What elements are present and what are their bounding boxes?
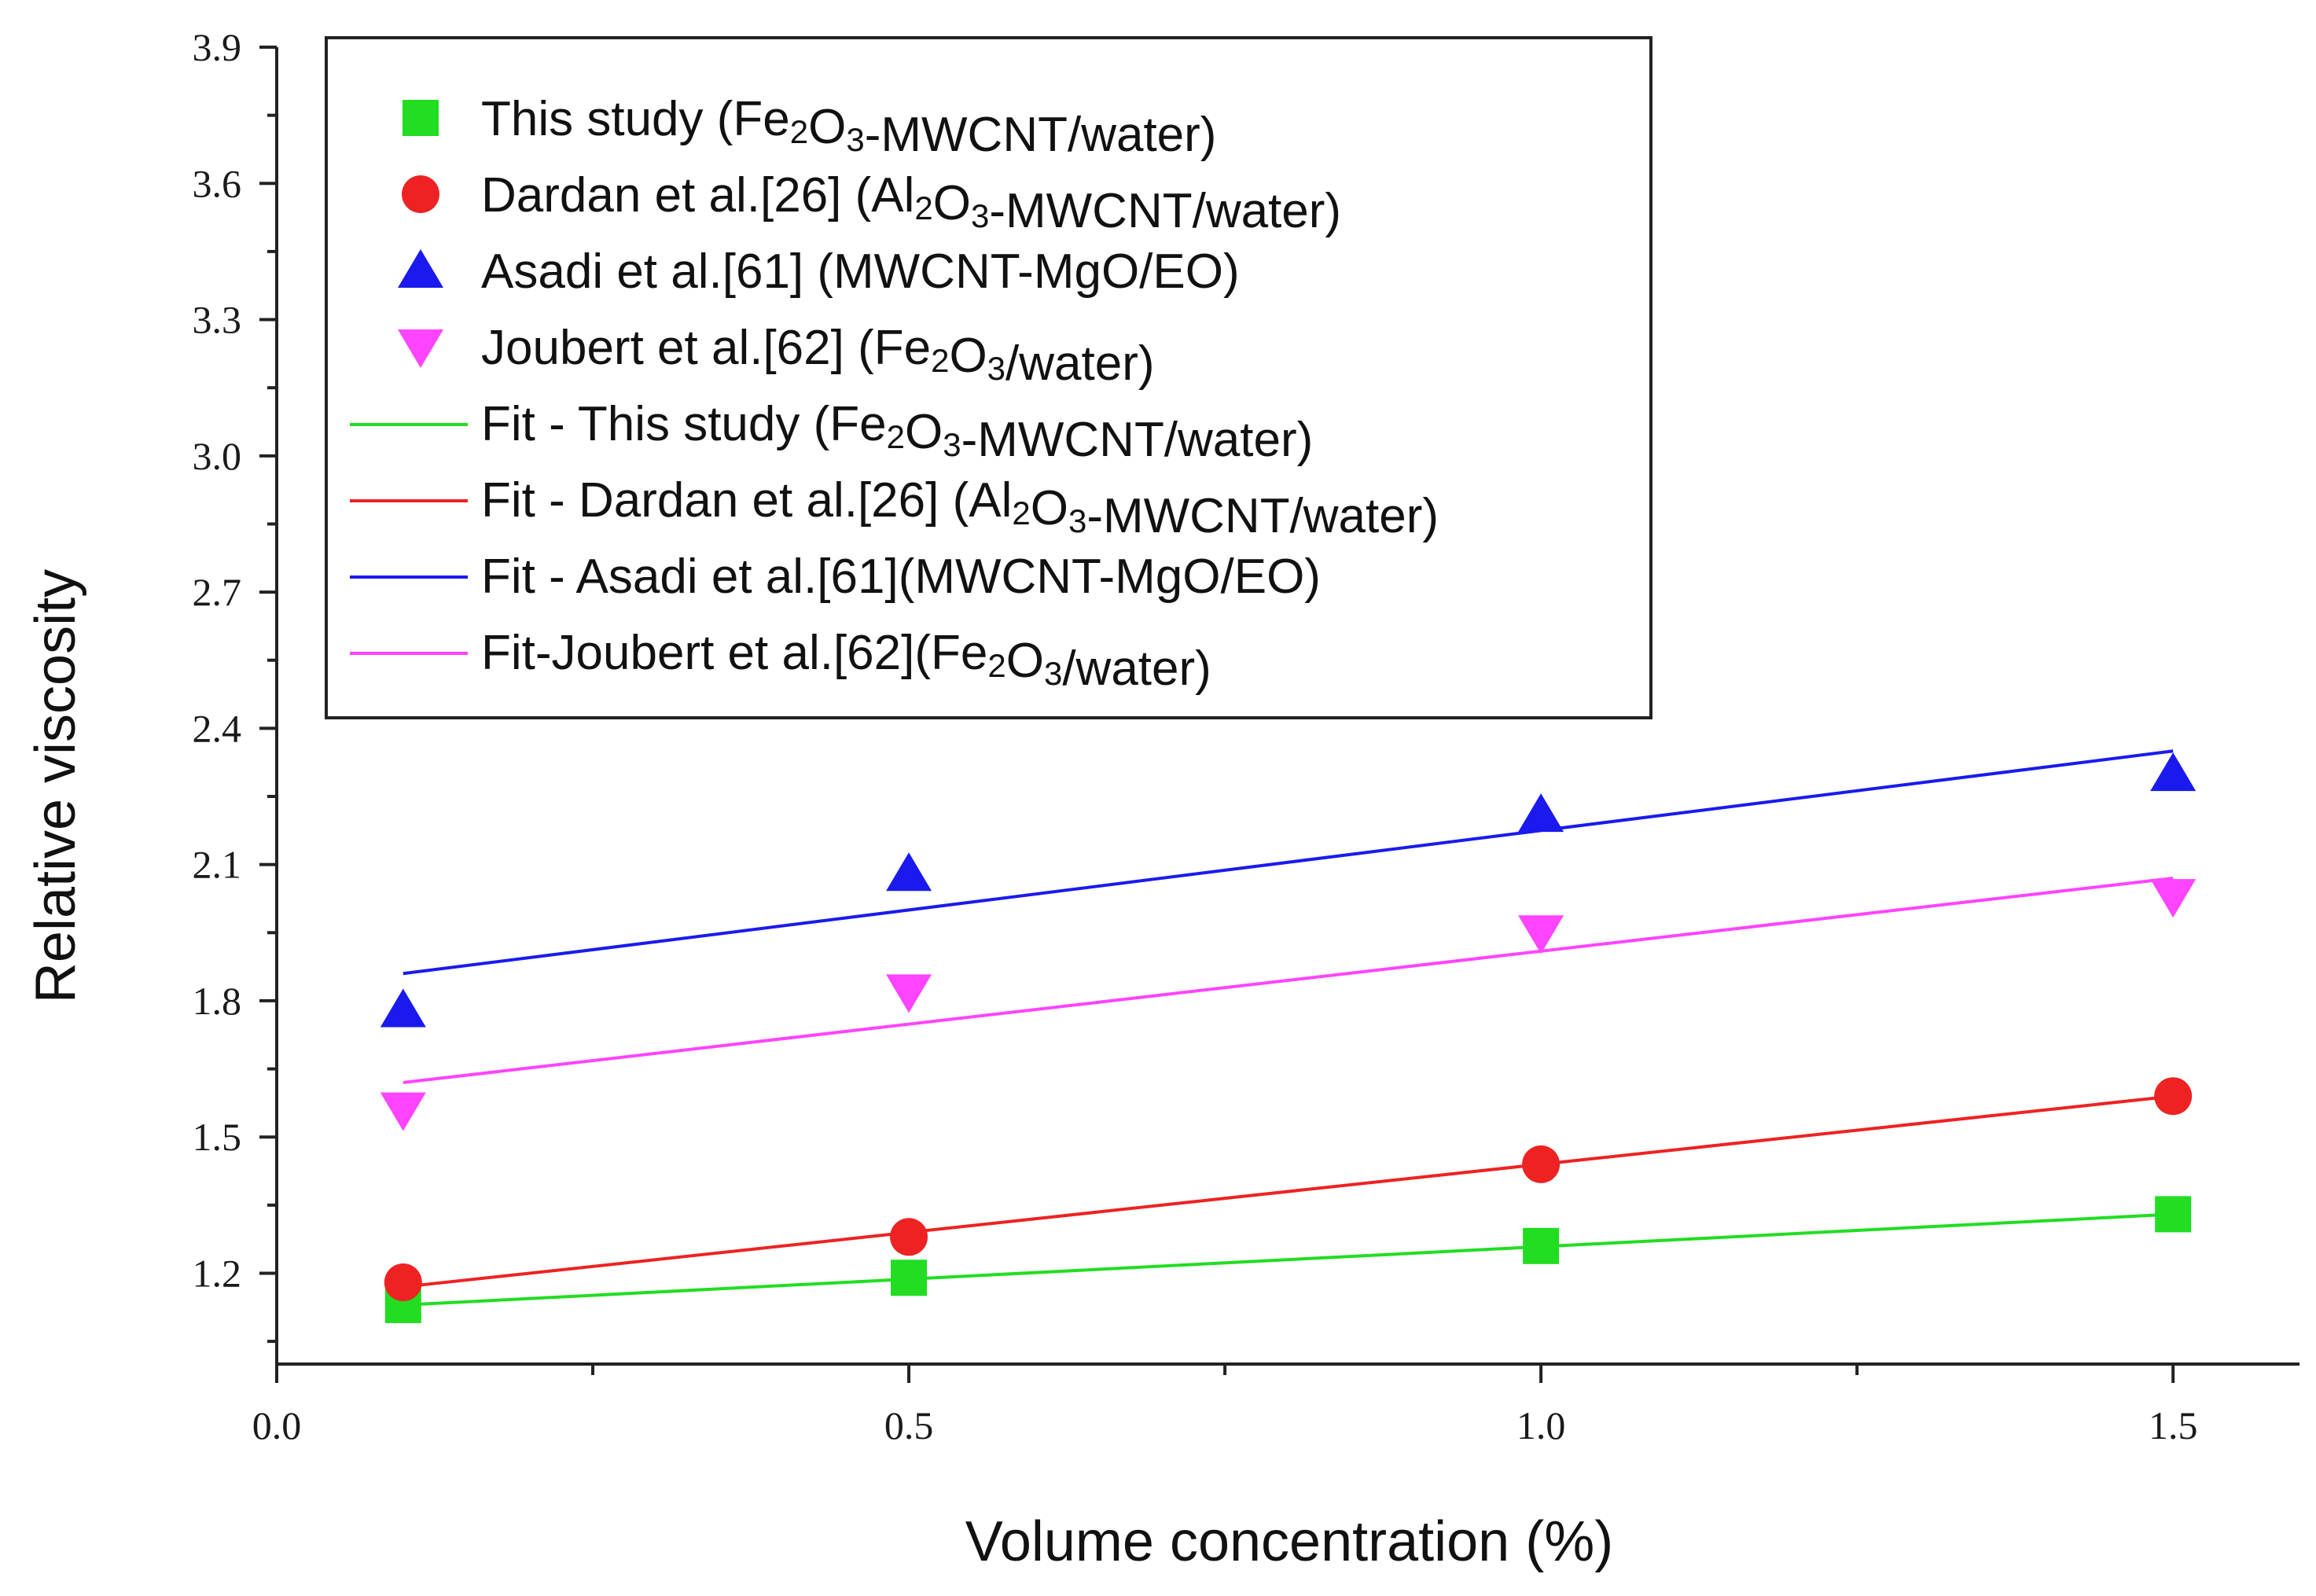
legend-marker-2 bbox=[402, 175, 439, 213]
data-point-series-4 bbox=[2150, 879, 2197, 918]
y-tick-label: 1.2 bbox=[193, 1251, 242, 1295]
data-point-series-3 bbox=[2150, 752, 2197, 792]
x-tick-label: 0.5 bbox=[884, 1403, 934, 1447]
fit-line-1 bbox=[403, 1212, 2174, 1307]
x-tick-label: 1.0 bbox=[1516, 1403, 1566, 1447]
legend-fit-label-2: Fit - Dardan et al.[26] (Al2O3-MWCNT/wat… bbox=[481, 473, 1439, 543]
legend-label-4: Joubert et al.[62] (Fe2O3/water) bbox=[481, 321, 1155, 391]
y-tick-label: 3.6 bbox=[193, 161, 242, 205]
data-point-series-2 bbox=[890, 1218, 928, 1256]
data-point-series-4 bbox=[886, 974, 932, 1013]
fit-line-2 bbox=[403, 1094, 2174, 1289]
legend-label-1: This study (Fe2O3-MWCNT/water) bbox=[481, 92, 1216, 162]
data-point-series-4 bbox=[380, 1092, 426, 1131]
y-tick-label: 2.4 bbox=[193, 706, 242, 750]
legend: This study (Fe2O3-MWCNT/water)Dardan et … bbox=[325, 36, 1652, 719]
data-point-series-2 bbox=[1522, 1145, 1561, 1183]
y-tick-label: 1.8 bbox=[193, 979, 242, 1023]
legend-fit-label-3: Fit - Asadi et al.[61](MWCNT-MgO/EO) bbox=[481, 550, 1321, 604]
markers bbox=[380, 752, 2197, 1323]
data-point-series-1 bbox=[1523, 1227, 1560, 1264]
y-tick-label: 1.5 bbox=[193, 1115, 242, 1159]
fit-lines bbox=[403, 749, 2174, 1307]
y-tick-label: 3.9 bbox=[193, 25, 242, 69]
legend-marker-4 bbox=[398, 329, 443, 368]
legend-marker-1 bbox=[403, 100, 439, 136]
x-axis-title: Volume concentration (%) bbox=[965, 1510, 1613, 1573]
data-point-series-3 bbox=[1518, 793, 1564, 833]
y-tick-label: 3.0 bbox=[193, 434, 242, 478]
fit-line-4 bbox=[403, 876, 2174, 1084]
data-point-series-1 bbox=[2155, 1196, 2192, 1233]
fit-line-3 bbox=[403, 749, 2174, 976]
x-tick-label: 0.0 bbox=[252, 1403, 302, 1447]
legend-fit-label-4: Fit-Joubert et al.[62](Fe2O3/water) bbox=[481, 626, 1211, 696]
y-tick-label: 2.7 bbox=[193, 570, 242, 614]
legend-box bbox=[325, 36, 1652, 719]
data-point-series-2 bbox=[384, 1263, 422, 1302]
legend-label-3: Asadi et al.[61] (MWCNT-MgO/EO) bbox=[481, 245, 1240, 299]
data-point-series-3 bbox=[380, 988, 426, 1028]
legend-marker-3 bbox=[398, 249, 443, 288]
legend-fit-label-1: Fit - This study (Fe2O3-MWCNT/water) bbox=[481, 397, 1313, 467]
y-tick-label: 2.1 bbox=[193, 843, 242, 887]
axes: 1.2 1.5 1.8 2.1 2.4 2.7 3.0 3.3 3.6 3.9 0.0 0.5 1.0 1… bbox=[193, 25, 2299, 1447]
y-axis-title: Relative viscosity bbox=[24, 569, 87, 1003]
data-point-series-1 bbox=[891, 1260, 928, 1296]
data-point-series-4 bbox=[1518, 915, 1564, 954]
y-tick-label: 3.3 bbox=[193, 298, 242, 342]
data-point-series-2 bbox=[2154, 1077, 2193, 1116]
data-point-series-3 bbox=[886, 852, 932, 892]
legend-label-2: Dardan et al.[26] (Al2O3-MWCNT/water) bbox=[481, 168, 1341, 238]
x-tick-label: 1.5 bbox=[2149, 1403, 2198, 1447]
